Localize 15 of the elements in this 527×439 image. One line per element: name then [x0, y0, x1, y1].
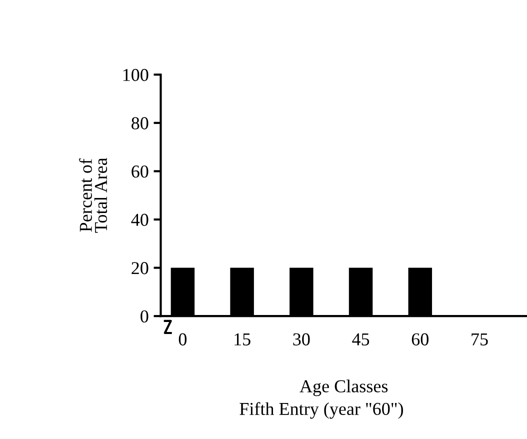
y-tick-label: 80 [132, 117, 148, 130]
x-tick-label: 45 [352, 333, 370, 346]
x-tick-label: 0 [178, 333, 187, 346]
x-tick-label: 60 [412, 333, 428, 346]
x-tick-label: 30 [293, 333, 310, 346]
x-tick-label: 15 [234, 333, 250, 346]
text: Fifth Entry (year "60") [240, 402, 404, 419]
y-tick-label: 100 [123, 68, 148, 82]
y-axis-title: Percent of Total Area [79, 158, 108, 233]
y-tick-label: 60 [132, 165, 148, 178]
y-tick-label: 0 [140, 310, 148, 323]
x-tick-label: 75 [472, 333, 488, 346]
y-tick-label: 20 [132, 262, 148, 274]
x-axis-title: Age Classes [300, 380, 388, 396]
y-tick-label: 40 [131, 214, 148, 226]
